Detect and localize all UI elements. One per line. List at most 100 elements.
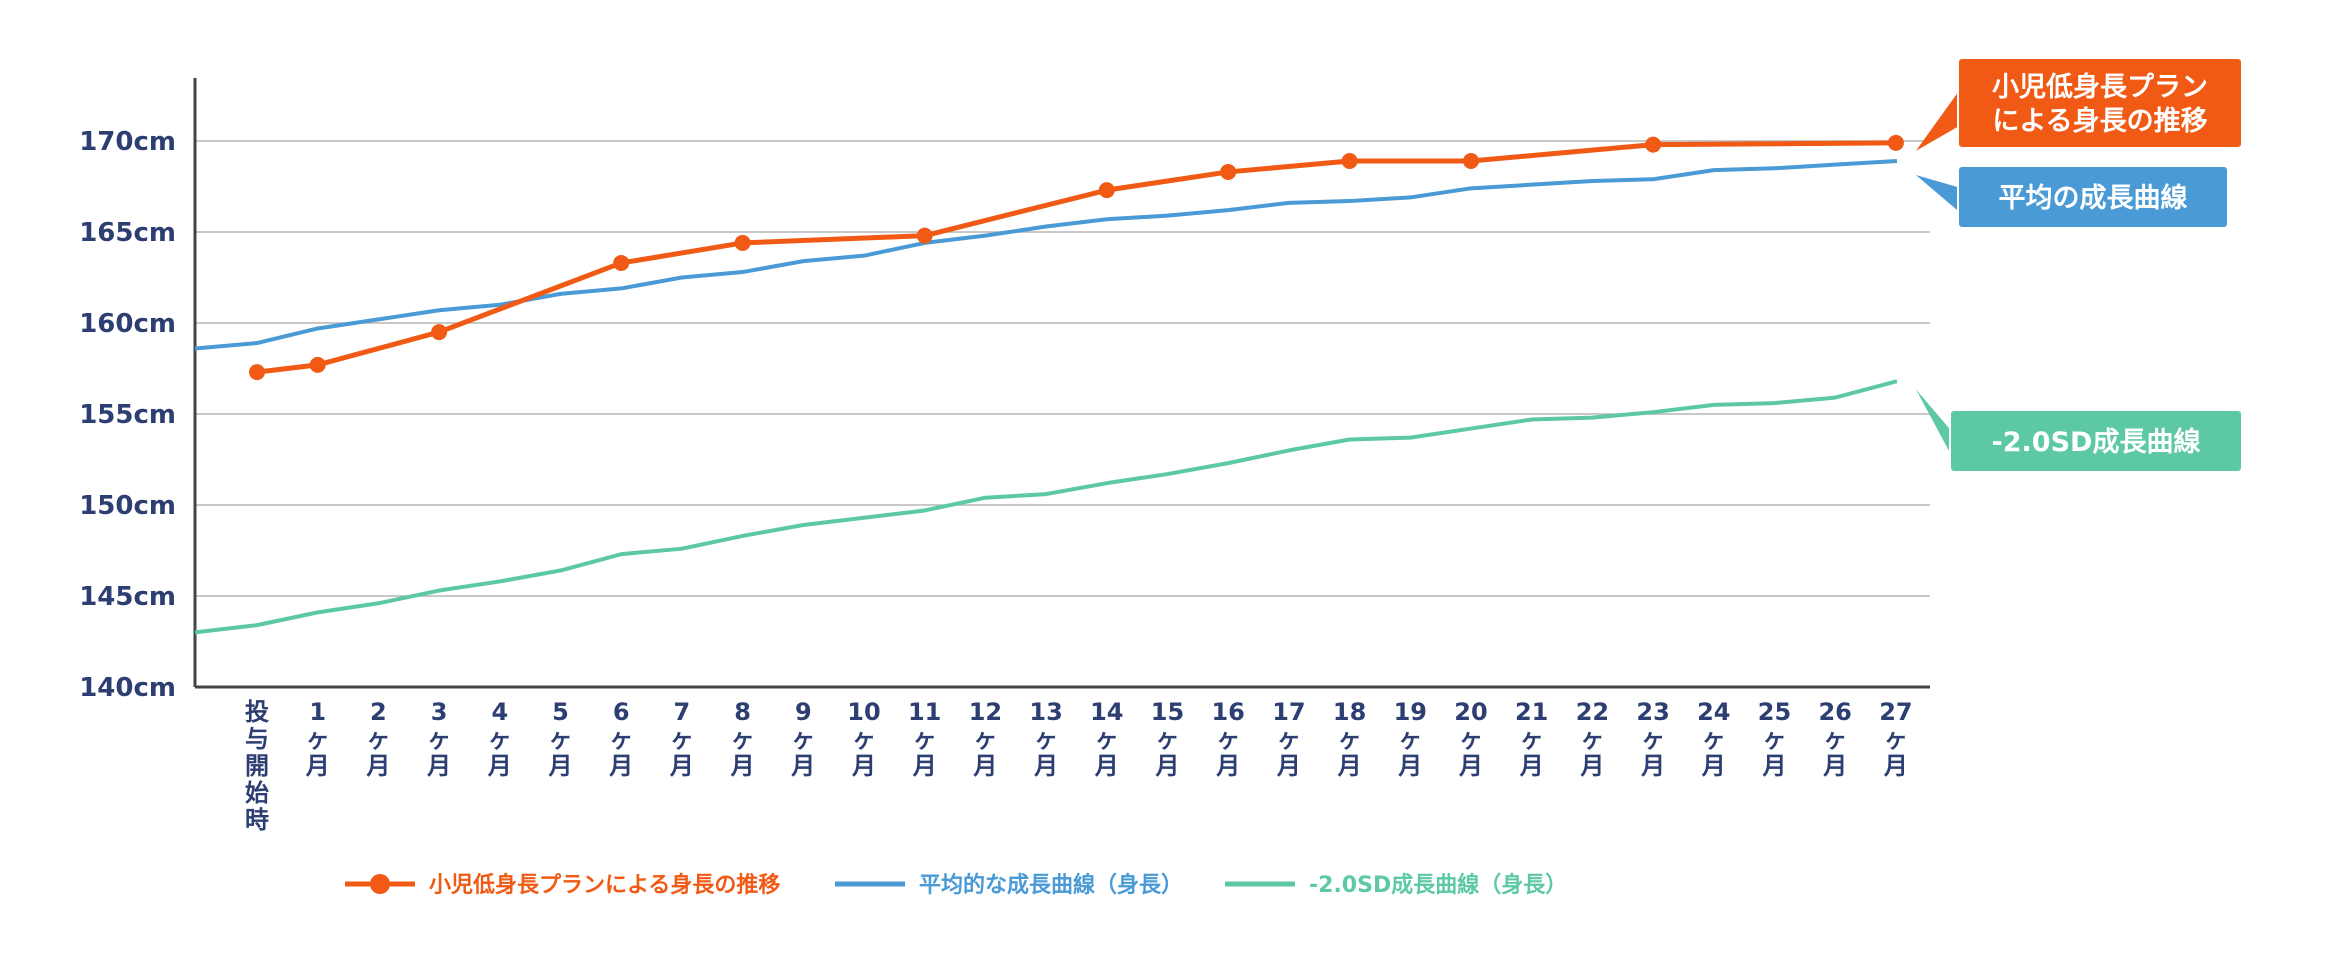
callout-pointer [1915,389,1952,457]
x-tick-label-char: ヶ [852,725,876,753]
data-point [1645,136,1662,153]
x-tick-label-char: 月 [1215,752,1240,780]
x-tick-label-char: 月 [1337,752,1362,780]
series-callout: 平均の成長曲線 [1915,165,2229,229]
x-tick-label-char: ヶ [1034,725,1058,753]
x-tick-label-char: ヶ [1095,725,1119,753]
x-tick-label: 4ヶ月 [487,698,512,780]
series-line [256,140,1896,375]
x-tick-label-char: ヶ [1338,725,1362,753]
x-tick-label-char: ヶ [1884,725,1908,753]
grid-lines [195,140,1930,597]
x-tick-label-char: 17 [1272,698,1305,726]
x-tick-label-char: 月 [1701,752,1726,780]
data-point [1887,134,1904,151]
x-tick-label-char: 21 [1515,698,1548,726]
x-tick-label: 9ヶ月 [790,698,815,780]
x-tick-label-char: ヶ [1641,725,1665,753]
data-point [734,234,751,251]
data-point [1341,153,1358,170]
x-tick-label-char: 16 [1211,698,1244,726]
x-tick-label-char: 月 [1519,752,1544,780]
x-tick-label-char: 月 [851,752,876,780]
x-tick-label-char: 15 [1151,698,1184,726]
x-tick-label-char: 24 [1697,698,1730,726]
x-tick-label-char: 月 [1762,752,1787,780]
x-tick-label: 5ヶ月 [548,698,573,780]
x-tick-label-char: 月 [1276,752,1301,780]
y-tick-label: 145cm [79,582,176,612]
x-tick-label-char: 月 [305,752,330,780]
x-tick-label-char: 2 [370,698,387,726]
x-tick-label-char: ヶ [670,725,694,753]
x-tick-label-char: ヶ [1702,725,1726,753]
x-tick-label-char: 6 [613,698,630,726]
x-tick-label-char: ヶ [1823,725,1847,753]
legend-marker [370,874,390,894]
x-tick-label-char: ヶ [913,725,937,753]
x-tick-label: 8ヶ月 [730,698,755,780]
x-tick-label-char: 与 [245,725,269,753]
data-point [431,324,448,341]
x-axis-tick-labels: 投与開始時1ヶ月2ヶ月3ヶ月4ヶ月5ヶ月6ヶ月7ヶ月8ヶ月9ヶ月10ヶ月11ヶ月… [245,698,1913,834]
y-tick-label: 160cm [79,309,176,339]
legend-label: 小児低身長プランによる身長の推移 [429,872,780,898]
callout-label: による身長の推移 [1992,105,2207,137]
x-tick-label-char: 27 [1879,698,1912,726]
callout-pointer [1915,175,1960,213]
callout-box [1957,57,2243,149]
x-tick-label: 3ヶ月 [426,698,451,780]
x-tick-label-char: 月 [426,752,451,780]
x-tick-label-char: ヶ [1459,725,1483,753]
callout-label: 平均の成長曲線 [1999,182,2188,214]
x-tick-label-char: ヶ [1156,725,1180,753]
data-series [194,134,1904,635]
legend: 小児低身長プランによる身長の推移 平均的な成長曲線（身長） -2.0SD成長曲線（身… [345,872,1567,898]
x-tick-label-char: 月 [1033,752,1058,780]
x-tick-label-char: 13 [1029,698,1062,726]
x-tick-label-char: 開 [245,752,269,780]
x-tick-label: 1ヶ月 [305,698,330,780]
x-tick-label-char: ヶ [609,725,633,753]
callout-label: -2.0SD成長曲線 [1992,426,2201,458]
y-tick-label: 170cm [79,127,176,157]
axes [193,78,1930,689]
x-tick-label-char: 月 [365,752,390,780]
callout-box [1949,409,2243,473]
x-tick-label-char: 月 [608,752,633,780]
x-tick-label-char: 月 [730,752,755,780]
x-tick-label-char: 23 [1636,698,1669,726]
data-point [916,227,933,244]
legend-entry: 平均的な成長曲線（身長） [835,872,1183,898]
callout-label: 小児低身長プラン [1992,71,2208,103]
x-tick-label-char: 月 [1094,752,1119,780]
x-tick-label-char: 月 [1640,752,1665,780]
x-tick-label-char: 月 [1155,752,1180,780]
x-tick-label-char: ヶ [306,725,330,753]
data-point [1463,153,1479,170]
x-tick-label-char: 20 [1454,698,1487,726]
x-tick-label-char: ヶ [1763,725,1787,753]
legend-label: -2.0SD成長曲線（身長） [1309,872,1567,898]
x-tick-label-char: 19 [1394,698,1427,726]
x-tick-label-char: ヶ [731,725,755,753]
x-tick-label-char: 投 [245,698,269,726]
x-tick-label-char: ヶ [549,725,573,753]
x-tick-label-char: ヶ [427,725,451,753]
x-tick-label-char: 1 [309,698,326,726]
